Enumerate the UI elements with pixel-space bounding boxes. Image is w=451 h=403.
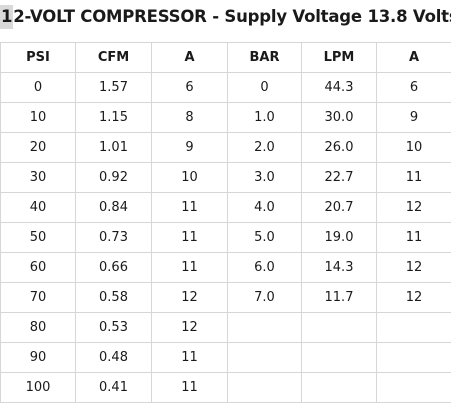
lpm-cell: 22.7 [302, 163, 377, 193]
psi-cell: 20 [1, 133, 76, 163]
page-title: 12-VOLT COMPRESSOR - Supply Voltage 13.8… [0, 5, 451, 29]
amps-imperial-cell: 11 [152, 193, 228, 223]
lpm-cell: 20.7 [302, 193, 377, 223]
psi-cell: 80 [1, 313, 76, 343]
lpm-cell [302, 343, 377, 373]
title-lead-char: 1 [0, 5, 13, 29]
amps-imperial-cell: 6 [152, 73, 228, 103]
psi-cell: 40 [1, 193, 76, 223]
amps-imperial-cell: 11 [152, 223, 228, 253]
amps-metric-cell: 12 [377, 283, 451, 313]
amps-imperial-cell: 12 [152, 283, 228, 313]
cfm-cell: 0.73 [76, 223, 152, 253]
header-amps-metric: A [377, 43, 451, 73]
cfm-cell: 0.53 [76, 313, 152, 343]
amps-imperial-cell: 8 [152, 103, 228, 133]
header-psi: PSI [1, 43, 76, 73]
psi-cell: 70 [1, 283, 76, 313]
bar-cell: 1.0 [228, 103, 302, 133]
amps-metric-cell [377, 313, 451, 343]
lpm-cell: 30.0 [302, 103, 377, 133]
amps-metric-cell: 12 [377, 193, 451, 223]
header-bar: BAR [228, 43, 302, 73]
amps-metric-cell: 9 [377, 103, 451, 133]
psi-cell: 10 [1, 103, 76, 133]
title-text: 2-VOLT COMPRESSOR - Supply Voltage 13.8 … [13, 7, 451, 26]
bar-cell: 4.0 [228, 193, 302, 223]
amps-imperial-cell: 9 [152, 133, 228, 163]
lpm-cell: 11.7 [302, 283, 377, 313]
bar-cell [228, 313, 302, 343]
psi-cell: 90 [1, 343, 76, 373]
cfm-cell: 0.92 [76, 163, 152, 193]
amps-imperial-cell: 12 [152, 313, 228, 343]
bar-cell: 5.0 [228, 223, 302, 253]
cfm-cell: 1.01 [76, 133, 152, 163]
header-cfm: CFM [76, 43, 152, 73]
amps-metric-cell: 10 [377, 133, 451, 163]
header-lpm: LPM [302, 43, 377, 73]
cfm-cell: 0.48 [76, 343, 152, 373]
psi-cell: 30 [1, 163, 76, 193]
bar-cell: 2.0 [228, 133, 302, 163]
lpm-cell: 26.0 [302, 133, 377, 163]
header-amps-imperial: A [152, 43, 228, 73]
lpm-cell: 44.3 [302, 73, 377, 103]
amps-imperial-cell: 11 [152, 253, 228, 283]
cfm-cell: 0.66 [76, 253, 152, 283]
lpm-cell: 14.3 [302, 253, 377, 283]
cfm-cell: 1.57 [76, 73, 152, 103]
bar-cell [228, 373, 302, 403]
bar-cell: 6.0 [228, 253, 302, 283]
lpm-cell [302, 373, 377, 403]
amps-metric-cell [377, 343, 451, 373]
amps-metric-cell: 11 [377, 223, 451, 253]
cfm-cell: 0.84 [76, 193, 152, 223]
bar-cell: 0 [228, 73, 302, 103]
psi-cell: 60 [1, 253, 76, 283]
cfm-cell: 0.41 [76, 373, 152, 403]
cfm-cell: 0.58 [76, 283, 152, 313]
amps-imperial-cell: 10 [152, 163, 228, 193]
psi-cell: 100 [1, 373, 76, 403]
amps-imperial-cell: 11 [152, 373, 228, 403]
amps-metric-cell [377, 373, 451, 403]
lpm-cell [302, 313, 377, 343]
amps-metric-cell: 11 [377, 163, 451, 193]
bar-cell [228, 343, 302, 373]
amps-metric-cell: 12 [377, 253, 451, 283]
psi-cell: 0 [1, 73, 76, 103]
cfm-cell: 1.15 [76, 103, 152, 133]
lpm-cell: 19.0 [302, 223, 377, 253]
amps-metric-cell: 6 [377, 73, 451, 103]
bar-cell: 7.0 [228, 283, 302, 313]
bar-cell: 3.0 [228, 163, 302, 193]
amps-imperial-cell: 11 [152, 343, 228, 373]
psi-cell: 50 [1, 223, 76, 253]
header-row: PSI CFM A BAR LPM A [1, 43, 451, 73]
